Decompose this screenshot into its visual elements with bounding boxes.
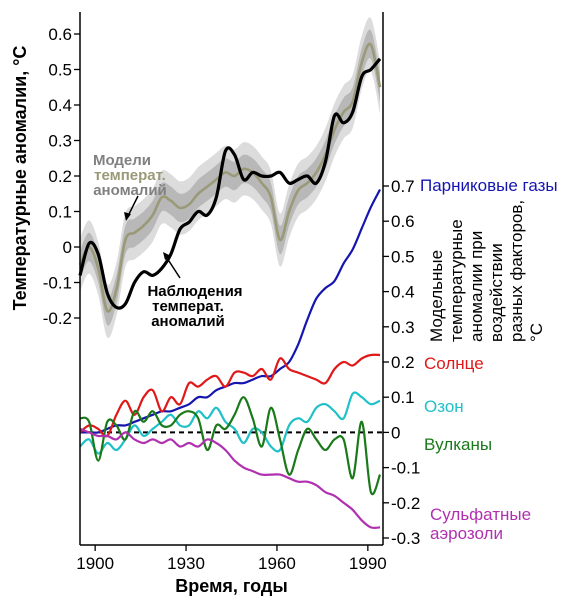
- greenhouse-gases-label: Парниковые газы: [420, 176, 558, 195]
- right-y-axis-title: Модельныетемпературныеаномалии привоздей…: [427, 200, 546, 342]
- right-y-tick-label: 0.6: [391, 212, 415, 231]
- observed-annotation: Наблюдения температ. аномалий: [147, 283, 242, 330]
- model-annotation: Модели температ. аномалий: [93, 152, 167, 199]
- left-y-tick-label: 0.2: [48, 167, 72, 186]
- solar-label: Солнце: [424, 354, 484, 373]
- right-y-tick-label: -0.2: [391, 494, 420, 513]
- right-y-tick-label: 0.4: [391, 283, 415, 302]
- model-uncertainty-band: [80, 17, 380, 339]
- x-tick-label: 1900: [76, 554, 114, 573]
- top-series-lines: [78, 42, 382, 313]
- left-y-axis-title: Температурные аномалии, °С: [10, 46, 30, 311]
- x-axis-title: Время, годы: [175, 576, 287, 596]
- observed-annotation-arrowhead: [163, 252, 171, 260]
- right-y-tick-label: 0.2: [391, 353, 415, 372]
- right-y-axis-title-line: °С: [527, 323, 546, 342]
- left-y-tick-label: -0.1: [43, 274, 72, 293]
- observed-line: [78, 57, 382, 310]
- right-y-axis-title-line: аномалии при: [467, 231, 486, 342]
- axes: -0.2 -0.1 0 0.1 0.2 0.3 0.4 0.5 0.6 -0.3 -0.2 -0.1 0…: [43, 12, 420, 573]
- right-y-tick-label: 0: [391, 423, 400, 442]
- observed-annotation-arrow: [166, 257, 181, 279]
- left-y-tick-label: 0.1: [48, 203, 72, 222]
- x-tick-label: 1930: [167, 554, 205, 573]
- sulfate-aerosols-label: Сульфатные аэрозоли: [430, 505, 531, 543]
- right-y-axis-title-line: температурные: [447, 219, 466, 342]
- volcanic-label: Вулканы: [424, 435, 492, 454]
- left-y-tick-label: -0.2: [43, 309, 72, 328]
- right-y-tick-label: 0.7: [391, 177, 415, 196]
- ozone-line: [79, 391, 381, 455]
- ozone-label: Озон: [424, 397, 464, 416]
- labels: Время, годы Температурные аномалии, °С Мод…: [10, 46, 558, 596]
- right-y-tick-label: 0.3: [391, 318, 415, 337]
- left-y-tick-label: 0: [63, 238, 72, 257]
- model-band-inner: [80, 29, 380, 326]
- left-y-tick-label: 0.6: [48, 25, 72, 44]
- sulfate-aerosols-line: [79, 427, 381, 530]
- x-tick-label: 1960: [258, 554, 296, 573]
- bottom-series-lines: [79, 189, 383, 530]
- model-annotation-arrow: [127, 195, 139, 217]
- right-y-axis-title-line: разных факторов,: [507, 200, 526, 342]
- left-y-tick-label: 0.3: [48, 132, 72, 151]
- right-y-tick-label: -0.3: [391, 529, 420, 548]
- right-y-tick-label: -0.1: [391, 459, 420, 478]
- right-y-axis-title-line: Модельные: [427, 250, 446, 342]
- volcanic-line: [79, 396, 382, 496]
- right-y-tick-label: 0.5: [391, 247, 415, 266]
- model-annotation-arrowhead: [124, 212, 131, 221]
- right-y-tick-label: 0.1: [391, 388, 415, 407]
- left-y-tick-label: 0.4: [48, 96, 72, 115]
- solar-line: [79, 353, 381, 438]
- right-y-axis-title-line: воздействии: [487, 243, 506, 342]
- x-tick-label: 1990: [349, 554, 387, 573]
- left-y-tick-label: 0.5: [48, 61, 72, 80]
